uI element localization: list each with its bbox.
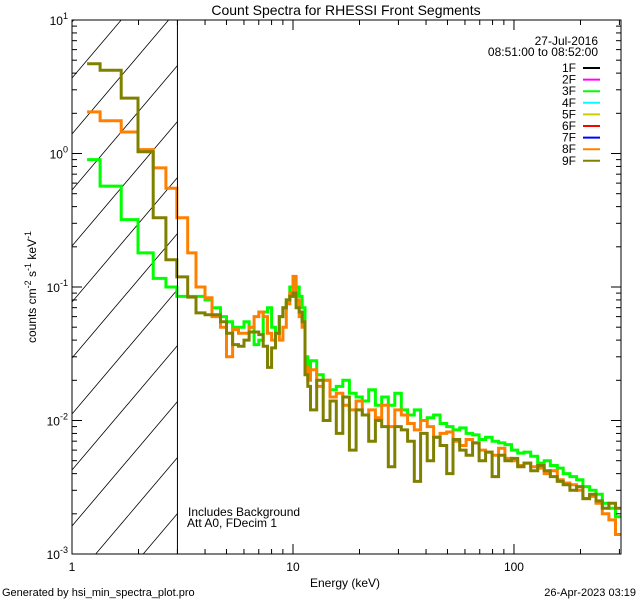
x-tick-label: 10 — [286, 560, 300, 574]
y-tick-label: 10-1 — [47, 278, 68, 295]
legend-label-6F: 6F — [562, 119, 576, 133]
time-range-label: 08:51:00 to 08:52:00 — [488, 45, 598, 59]
series-line-3F — [87, 158, 621, 519]
legend-label-9F: 9F — [562, 154, 576, 168]
y-axis-label: counts cm-2 s-1 keV-1 — [23, 231, 39, 343]
legend-label-7F: 7F — [562, 131, 576, 145]
legend-label-5F: 5F — [562, 107, 576, 121]
excluded-energy-hatch — [71, 19, 178, 555]
hatch-line — [71, 401, 178, 527]
hatch-line — [71, 121, 178, 247]
legend-label-1F: 1F — [562, 61, 576, 75]
hatch-line — [71, 65, 178, 191]
y-tick-label: 10-2 — [47, 412, 68, 429]
x-axis-label: Energy (keV) — [310, 576, 380, 590]
y-tick-label: 100 — [50, 145, 68, 162]
series-line-9F — [87, 62, 621, 510]
legend-label-3F: 3F — [562, 84, 576, 98]
hatch-line — [142, 513, 178, 555]
chart-title: Count Spectra for RHESSI Front Segments — [211, 2, 480, 18]
footer-timestamp: 26-Apr-2023 03:19 — [544, 587, 636, 599]
hatch-line — [71, 233, 178, 359]
hatch-line — [71, 177, 178, 303]
date-label: 27-Jul-2016 — [535, 34, 599, 48]
y-tick-label: 101 — [50, 11, 68, 28]
annotation-attenuator: Att A0, FDecim 1 — [187, 516, 277, 530]
legend-label-4F: 4F — [562, 96, 576, 110]
hatch-line — [71, 19, 122, 79]
hatch-line — [71, 289, 178, 415]
series-line-8F — [87, 110, 621, 536]
hatch-line — [71, 345, 178, 471]
y-tick-label: 10-3 — [47, 545, 68, 562]
hatch-line — [95, 457, 178, 555]
x-tick-label: 100 — [504, 560, 524, 574]
plot-frame — [71, 19, 622, 555]
footer-generated-by: Generated by hsi_min_spectra_plot.pro — [2, 587, 195, 599]
legend-label-8F: 8F — [562, 142, 576, 156]
annotation-background: Includes Background — [188, 505, 300, 519]
x-tick-label: 1 — [69, 560, 76, 574]
legend-label-2F: 2F — [562, 73, 576, 87]
